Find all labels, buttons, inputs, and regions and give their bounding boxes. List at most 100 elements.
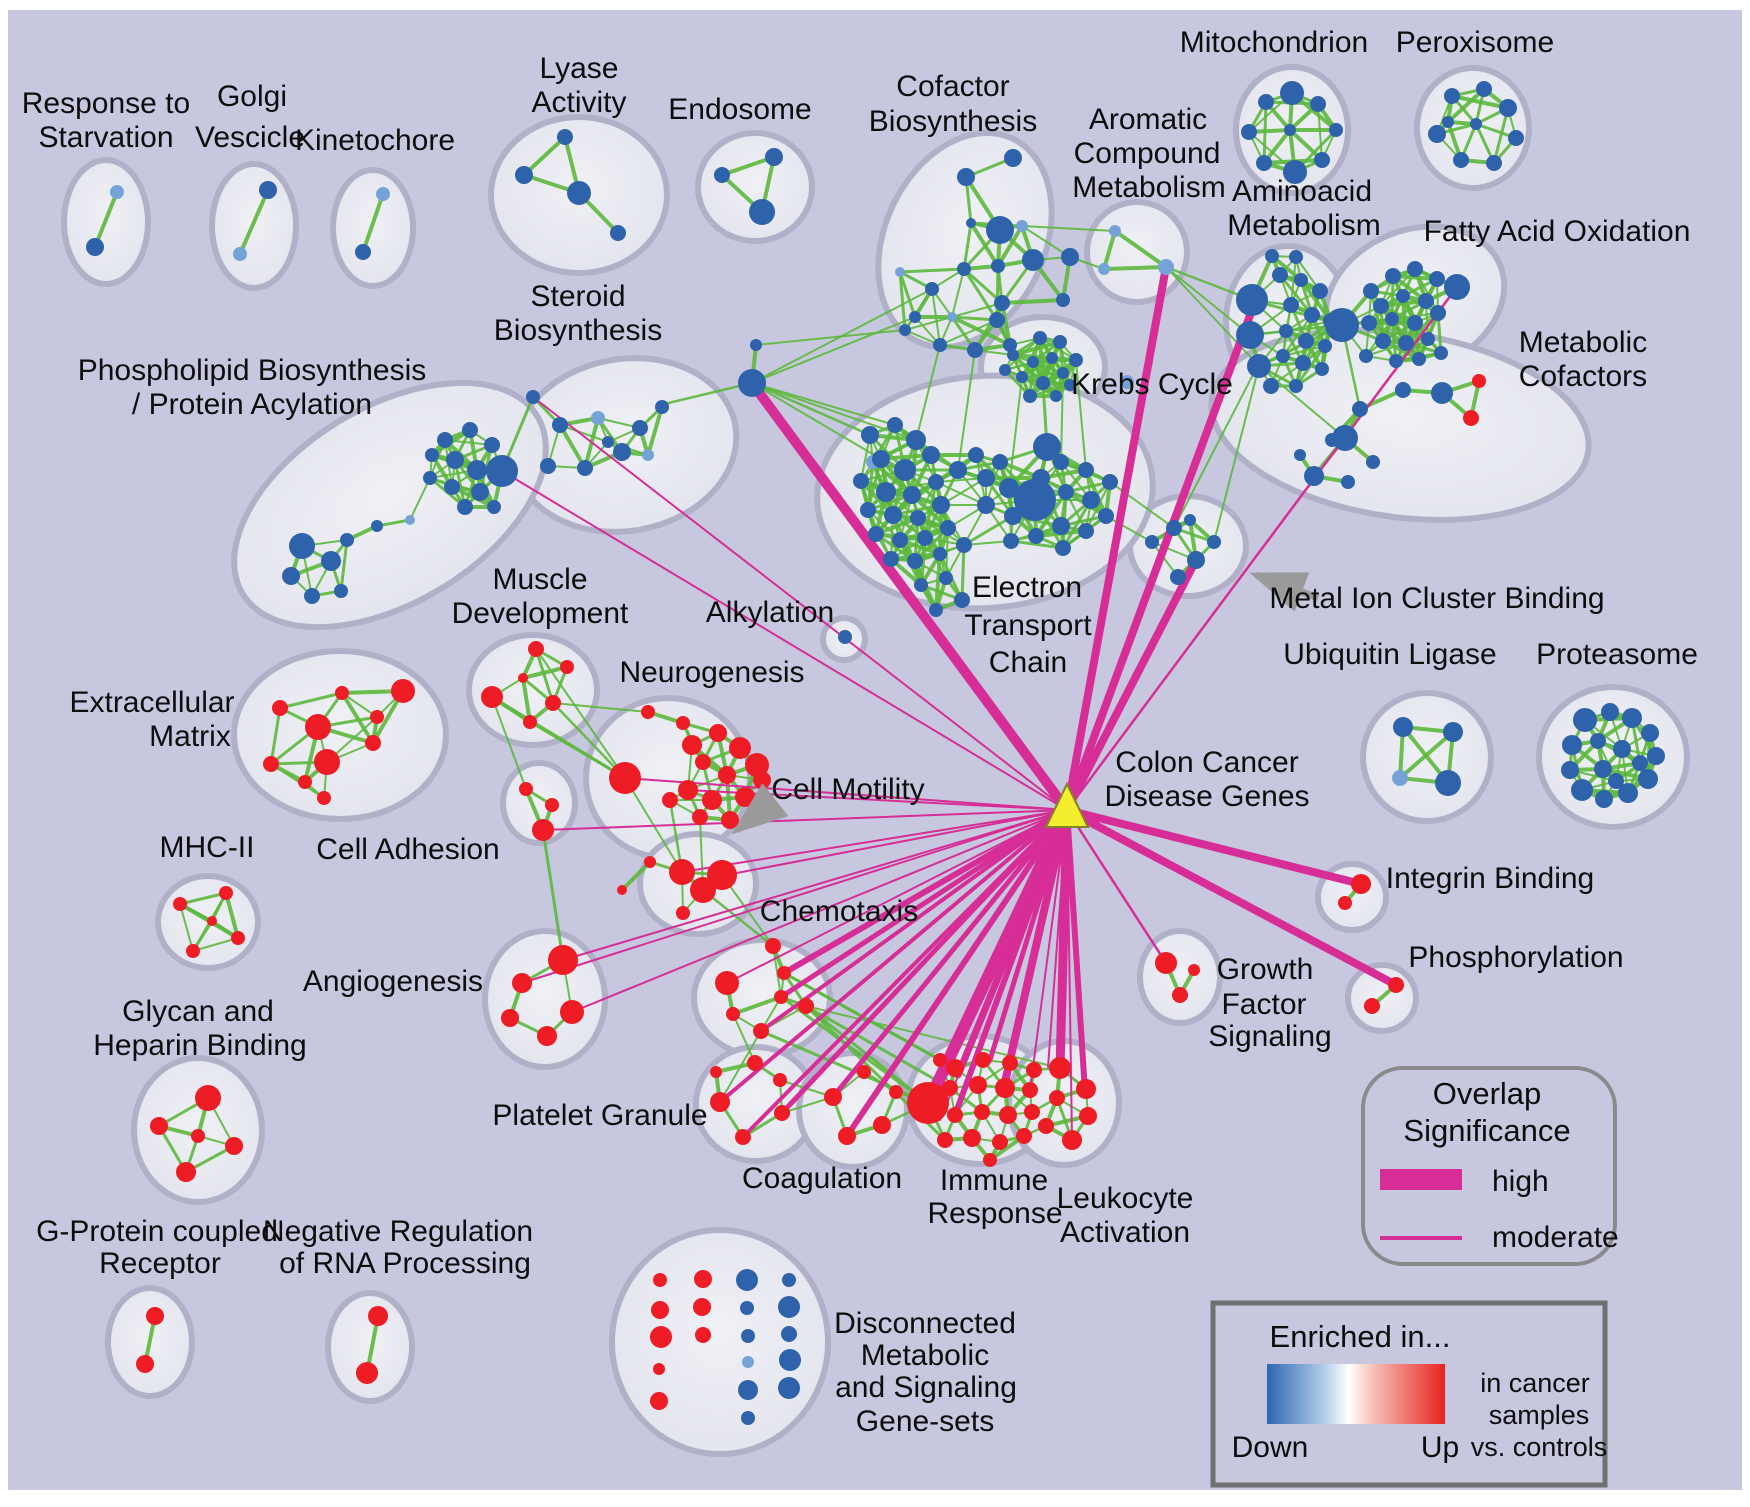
node-electron-transport-chain <box>868 526 884 542</box>
label-cell-motility-line1: Cell Motility <box>771 773 924 806</box>
node-neurogenesis <box>745 753 769 777</box>
node-fatty-acid-oxidation <box>1363 283 1379 299</box>
node-electron-transport-chain <box>914 578 928 592</box>
node-electron-transport-chain <box>1004 507 1022 525</box>
node-chemotaxis <box>777 966 791 980</box>
inter-cluster-edge <box>1173 364 1259 529</box>
node-immune-response <box>992 1134 1008 1150</box>
label-steroid-biosynthesis-line1: Steroid <box>530 280 625 313</box>
node-proteasome <box>1590 733 1606 749</box>
label-disconnected-gene-sets-line4: Gene-sets <box>856 1405 994 1438</box>
node-fatty-acid-oxidation <box>1385 268 1401 284</box>
label-endosome-line1: Endosome <box>668 93 811 126</box>
node-cofactor-biosynthesis <box>899 324 911 336</box>
label-steroid-biosynthesis-line2: Biosynthesis <box>494 314 662 347</box>
node-mitochondrion <box>1310 96 1326 112</box>
node-fatty-acid-oxidation <box>1398 335 1414 351</box>
inter-cluster-edge <box>755 329 906 346</box>
label-platelet-granule-line1: Platelet Granule <box>492 1099 707 1132</box>
node-fatty-acid-oxidation <box>1396 289 1410 303</box>
label-growth-factor-signaling-line2: Factor <box>1221 988 1306 1021</box>
node-lyase-activity <box>567 181 591 205</box>
node-aminoacid-metabolism <box>1283 297 1299 313</box>
node-fatty-acid-oxidation <box>1434 346 1448 360</box>
node-phospholipid-biosynthesis <box>282 567 300 585</box>
node-cofactor-biosynthesis <box>1061 248 1079 266</box>
node-chemotaxis <box>715 971 739 995</box>
node-aminoacid-metabolism <box>1304 307 1320 323</box>
node-metal-ion-cluster-binding <box>1145 535 1159 549</box>
node-chemotaxis <box>774 990 788 1004</box>
gene-set-edge <box>951 302 1003 318</box>
node-mitochondrion <box>1258 94 1274 110</box>
label-colon-cancer-disease-genes-line1: Colon Cancer <box>1115 746 1298 779</box>
node-cell-motility <box>690 877 716 903</box>
node-steroid-biosynthesis <box>526 390 540 404</box>
node-immune-response <box>947 1107 963 1123</box>
label-aromatic-compound-metabolism-line3: Metabolism <box>1072 171 1225 204</box>
gene-set-edge <box>898 270 917 319</box>
node-extracellular-matrix <box>370 710 384 724</box>
node-electron-transport-chain <box>992 454 1008 470</box>
node-phospholipid-biosynthesis <box>484 437 500 453</box>
node-immune-response <box>963 1129 981 1147</box>
node-phospholipid-biosynthesis <box>425 448 439 462</box>
node-disconnected-gene-sets <box>693 1298 711 1316</box>
gene-set-edge <box>731 995 783 1016</box>
node-proteasome <box>1613 740 1631 758</box>
label-metal-ion-cluster-binding-line1: Metal Ion Cluster Binding <box>1269 582 1604 615</box>
node-golgi-vescicle <box>233 247 247 261</box>
node-fatty-acid-oxidation <box>1385 312 1399 326</box>
node-cell-motility <box>707 860 737 890</box>
overlap-edge-moderate <box>521 809 1068 984</box>
node-neurogenesis <box>702 790 722 810</box>
node-cofactor-biosynthesis <box>1056 293 1070 307</box>
node-mitochondrion <box>1256 155 1272 171</box>
node-electron-transport-chain <box>910 510 926 526</box>
node-aminoacid-metabolism <box>1318 339 1332 353</box>
overlap-edge-moderate <box>562 809 1068 961</box>
node-phospholipid-biosynthesis <box>304 588 320 604</box>
node-disconnected-gene-sets <box>740 1301 754 1315</box>
gene-set-edge <box>1290 256 1297 306</box>
label-ubiquitin-ligase-line1: Ubiquitin Ligase <box>1283 638 1496 671</box>
node-aminoacid-metabolism <box>1236 284 1268 316</box>
gene-set-edge <box>720 155 776 177</box>
node-immune-response <box>1026 1062 1042 1078</box>
node-phospholipid-biosynthesis <box>371 520 383 532</box>
node-phosphorylation <box>1364 998 1380 1014</box>
label-growth-factor-signaling-line1: Growth <box>1217 953 1314 986</box>
node-mhc-ii <box>231 931 245 945</box>
gene-set-edge <box>521 676 532 724</box>
node-electron-transport-chain <box>1032 469 1050 487</box>
label-aromatic-compound-metabolism-line1: Aromatic <box>1089 103 1207 136</box>
node-metabolic-cofactors <box>1366 455 1380 469</box>
legend-enriched-box <box>1210 1300 1608 1488</box>
inter-cluster-edge <box>804 1004 952 1090</box>
node-metal-ion-cluster-binding <box>1166 520 1182 536</box>
node-electron-transport-chain <box>887 417 903 433</box>
overlap-edge-high <box>1063 556 1200 814</box>
node-angiogenesis <box>560 1000 584 1024</box>
label-phosphorylation-line1: Phosphorylation <box>1408 941 1623 974</box>
node-proteasome <box>1562 735 1582 755</box>
gene-set-edge <box>521 665 569 680</box>
node-phospholipid-biosynthesis <box>486 455 518 487</box>
inter-cluster-edge <box>751 382 917 441</box>
gene-set-edge <box>1021 225 1071 258</box>
node-cofactor-biosynthesis <box>1003 338 1017 352</box>
node-electron-transport-chain <box>977 469 995 487</box>
node-phospholipid-biosynthesis <box>487 500 501 514</box>
node-steroid-biosynthesis <box>552 417 568 433</box>
node-platelet-granule <box>774 1105 790 1121</box>
node-krebs-cycle <box>1027 356 1039 368</box>
node-neurogenesis <box>662 792 678 808</box>
label-lyase-activity-line1: Lyase <box>540 52 619 85</box>
label-cofactor-biosynthesis-line1: Cofactor <box>896 70 1009 103</box>
gene-set-edge <box>522 135 567 177</box>
node-immune-response <box>933 1053 947 1067</box>
node-electron-transport-chain <box>1053 454 1069 470</box>
overlap-edge-moderate <box>1029 809 1068 1091</box>
node-mitochondrion <box>1284 124 1296 136</box>
node-aromatic-compound-metabolism <box>1158 259 1174 275</box>
